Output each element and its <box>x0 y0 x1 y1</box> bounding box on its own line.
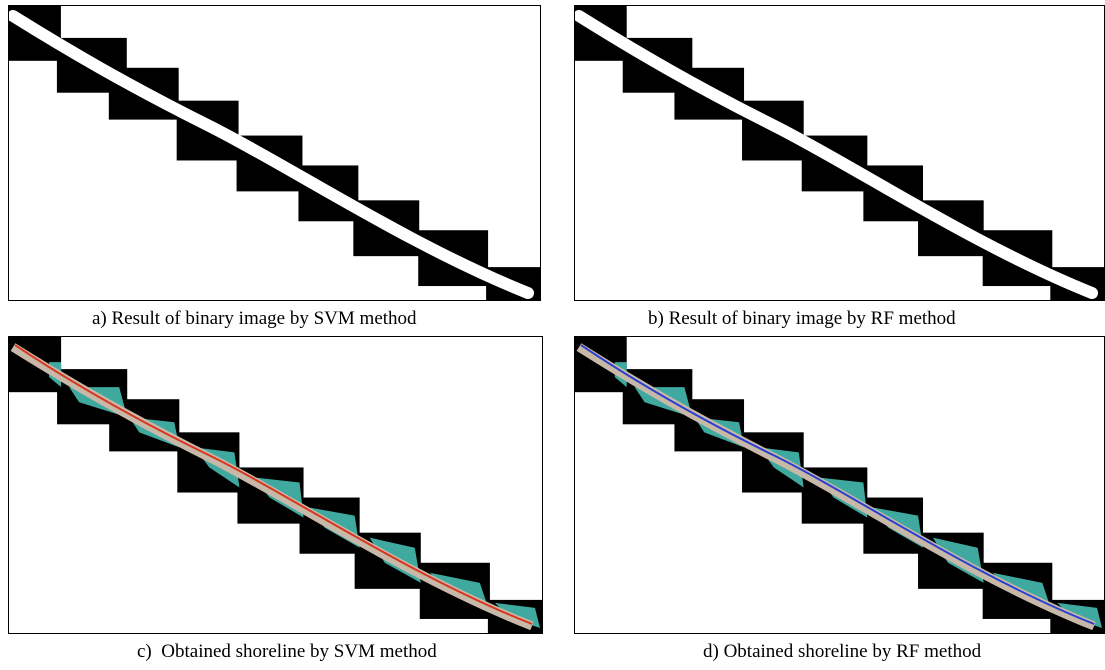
mask-blocks <box>575 6 1104 300</box>
beach <box>576 343 1096 631</box>
water <box>614 362 1103 628</box>
shoreline-rf <box>575 337 1104 633</box>
shoreline-svm <box>9 337 542 633</box>
water <box>49 362 540 628</box>
binary-svm-image <box>8 5 541 301</box>
binary-rf-image <box>574 5 1105 301</box>
caption: b) Result of binary image by RF method <box>648 308 956 329</box>
beach <box>10 343 534 631</box>
caption: d) Obtained shoreline by RF method <box>703 641 982 662</box>
shoreline-svm-image <box>8 336 543 634</box>
binary-rf <box>575 6 1104 300</box>
shoreline-rf-image <box>574 336 1105 634</box>
shoreline-band <box>9 9 535 300</box>
shoreline-blue <box>580 344 1095 625</box>
shoreline-band <box>575 9 1099 300</box>
shoreline-red <box>14 344 533 625</box>
binary-svm <box>9 6 540 300</box>
mask-blocks <box>9 6 540 300</box>
caption: c) Obtained shoreline by SVM method <box>137 641 437 662</box>
caption: a) Result of binary image by SVM method <box>92 308 417 329</box>
